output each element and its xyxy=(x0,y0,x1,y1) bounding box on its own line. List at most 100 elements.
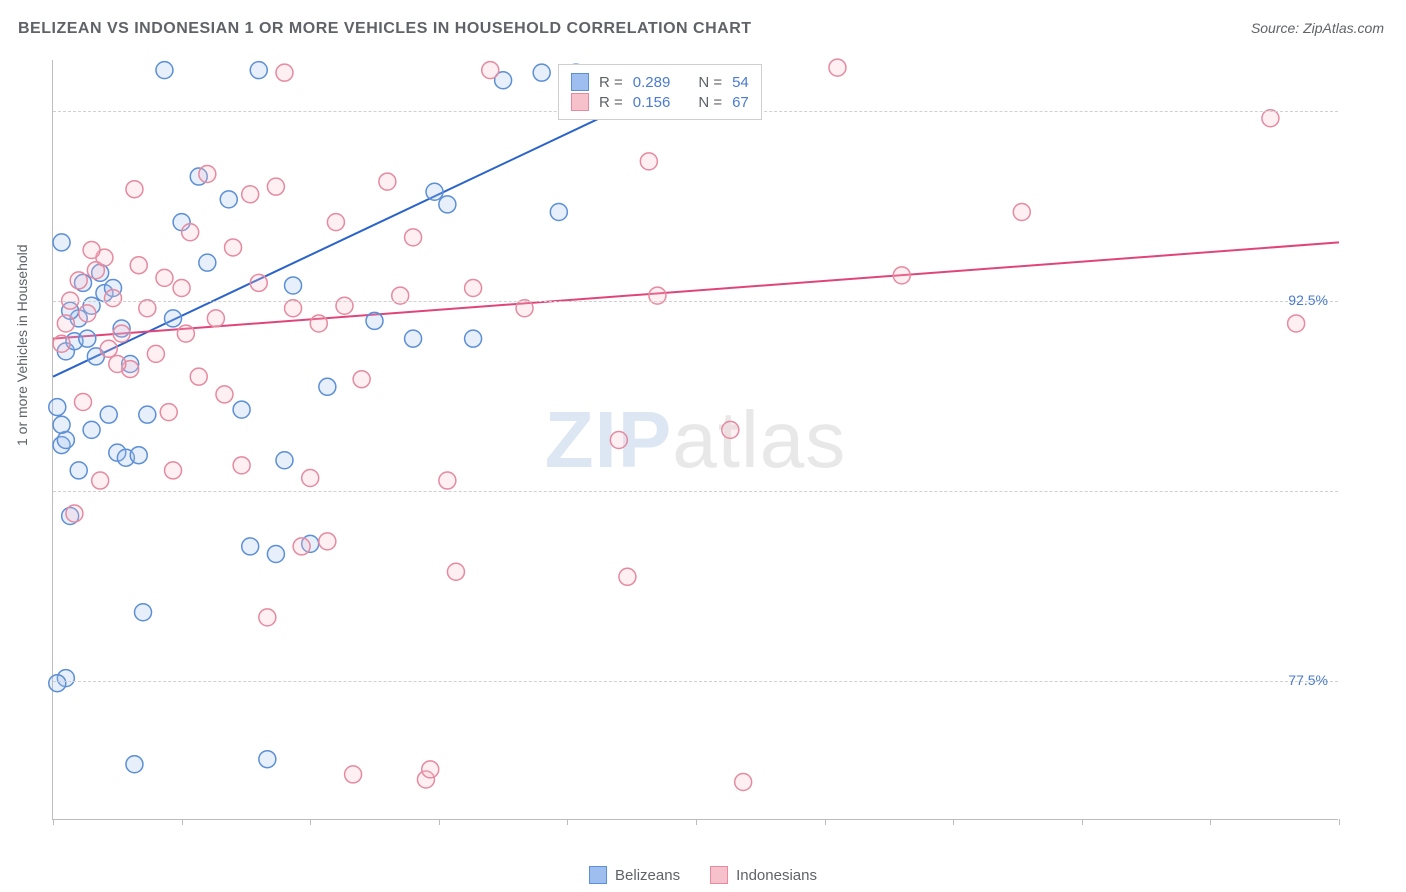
data-point-belizeans xyxy=(49,399,66,416)
data-point-indonesians xyxy=(242,186,259,203)
data-point-belizeans xyxy=(165,310,182,327)
data-point-belizeans xyxy=(439,196,456,213)
data-point-belizeans xyxy=(550,204,567,221)
data-point-indonesians xyxy=(109,356,126,373)
data-point-belizeans xyxy=(233,401,250,418)
legend-swatch-indonesians xyxy=(571,93,589,111)
r-value: 0.289 xyxy=(633,74,671,91)
data-point-indonesians xyxy=(310,315,327,332)
data-point-indonesians xyxy=(160,404,177,421)
y-tick-label: 92.5% xyxy=(1288,292,1328,308)
data-point-indonesians xyxy=(276,64,293,81)
data-point-indonesians xyxy=(139,300,156,317)
data-point-indonesians xyxy=(893,267,910,284)
legend-swatch-belizeans xyxy=(589,866,607,884)
data-point-indonesians xyxy=(225,239,242,256)
x-tick-mark xyxy=(1339,819,1340,825)
data-point-belizeans xyxy=(53,234,70,251)
x-tick-mark xyxy=(439,819,440,825)
x-tick-mark xyxy=(310,819,311,825)
data-point-belizeans xyxy=(276,452,293,469)
data-point-indonesians xyxy=(379,173,396,190)
data-point-indonesians xyxy=(190,368,207,385)
data-point-belizeans xyxy=(83,421,100,438)
data-point-belizeans xyxy=(285,277,302,294)
data-point-indonesians xyxy=(182,224,199,241)
legend-label: Belizeans xyxy=(615,867,680,884)
data-point-belizeans xyxy=(220,191,237,208)
data-point-belizeans xyxy=(199,254,216,271)
data-point-indonesians xyxy=(233,457,250,474)
legend-stats: R = 0.289 N = 54 R = 0.156 N = 67 xyxy=(558,64,762,120)
legend-stats-row-indonesians: R = 0.156 N = 67 xyxy=(571,93,749,111)
data-point-indonesians xyxy=(156,269,173,286)
data-point-belizeans xyxy=(57,432,74,449)
data-point-indonesians xyxy=(1262,110,1279,127)
data-point-indonesians xyxy=(735,774,752,791)
data-point-indonesians xyxy=(53,335,70,352)
data-point-indonesians xyxy=(57,315,74,332)
data-point-indonesians xyxy=(610,432,627,449)
x-tick-mark xyxy=(825,819,826,825)
x-tick-mark xyxy=(182,819,183,825)
data-point-indonesians xyxy=(259,609,276,626)
data-point-belizeans xyxy=(126,756,143,773)
plot-area: ZIPatlas 77.5%92.5% xyxy=(52,60,1338,820)
data-point-indonesians xyxy=(293,538,310,555)
data-point-indonesians xyxy=(83,242,100,259)
r-value: 0.156 xyxy=(633,94,671,111)
data-point-indonesians xyxy=(619,568,636,585)
data-point-belizeans xyxy=(130,447,147,464)
data-point-indonesians xyxy=(405,229,422,246)
x-tick-mark xyxy=(1210,819,1211,825)
data-point-indonesians xyxy=(147,345,164,362)
data-point-indonesians xyxy=(199,166,216,183)
gridline xyxy=(53,301,1338,302)
data-point-indonesians xyxy=(640,153,657,170)
data-point-indonesians xyxy=(465,280,482,297)
x-tick-mark xyxy=(567,819,568,825)
source-attribution: Source: ZipAtlas.com xyxy=(1251,20,1384,36)
data-point-indonesians xyxy=(66,505,83,522)
n-value: 54 xyxy=(732,74,749,91)
data-point-indonesians xyxy=(105,290,122,307)
data-point-indonesians xyxy=(207,310,224,327)
data-point-indonesians xyxy=(353,371,370,388)
data-point-indonesians xyxy=(113,325,130,342)
n-label: N = xyxy=(698,74,722,91)
data-point-belizeans xyxy=(79,330,96,347)
data-point-belizeans xyxy=(267,546,284,563)
n-label: N = xyxy=(698,94,722,111)
data-point-belizeans xyxy=(405,330,422,347)
data-point-belizeans xyxy=(156,62,173,79)
data-point-belizeans xyxy=(49,675,66,692)
legend-label: Indonesians xyxy=(736,867,817,884)
data-point-belizeans xyxy=(70,462,87,479)
gridline xyxy=(53,491,1338,492)
data-point-indonesians xyxy=(1288,315,1305,332)
data-point-indonesians xyxy=(482,62,499,79)
legend-series: Belizeans Indonesians xyxy=(589,866,817,884)
data-point-indonesians xyxy=(92,472,109,489)
x-tick-mark xyxy=(696,819,697,825)
data-point-belizeans xyxy=(135,604,152,621)
data-point-indonesians xyxy=(79,305,96,322)
x-tick-mark xyxy=(953,819,954,825)
data-point-belizeans xyxy=(100,406,117,423)
data-point-indonesians xyxy=(829,59,846,76)
legend-swatch-indonesians xyxy=(710,866,728,884)
data-point-belizeans xyxy=(426,183,443,200)
data-point-indonesians xyxy=(319,533,336,550)
data-point-indonesians xyxy=(173,280,190,297)
gridline xyxy=(53,681,1338,682)
data-point-indonesians xyxy=(422,761,439,778)
data-point-indonesians xyxy=(130,257,147,274)
data-point-belizeans xyxy=(533,64,550,81)
data-point-indonesians xyxy=(327,214,344,231)
n-value: 67 xyxy=(732,94,749,111)
data-point-indonesians xyxy=(447,563,464,580)
data-point-indonesians xyxy=(267,178,284,195)
data-point-belizeans xyxy=(53,416,70,433)
legend-item-belizeans: Belizeans xyxy=(589,866,680,884)
chart-title: BELIZEAN VS INDONESIAN 1 OR MORE VEHICLE… xyxy=(18,20,752,38)
